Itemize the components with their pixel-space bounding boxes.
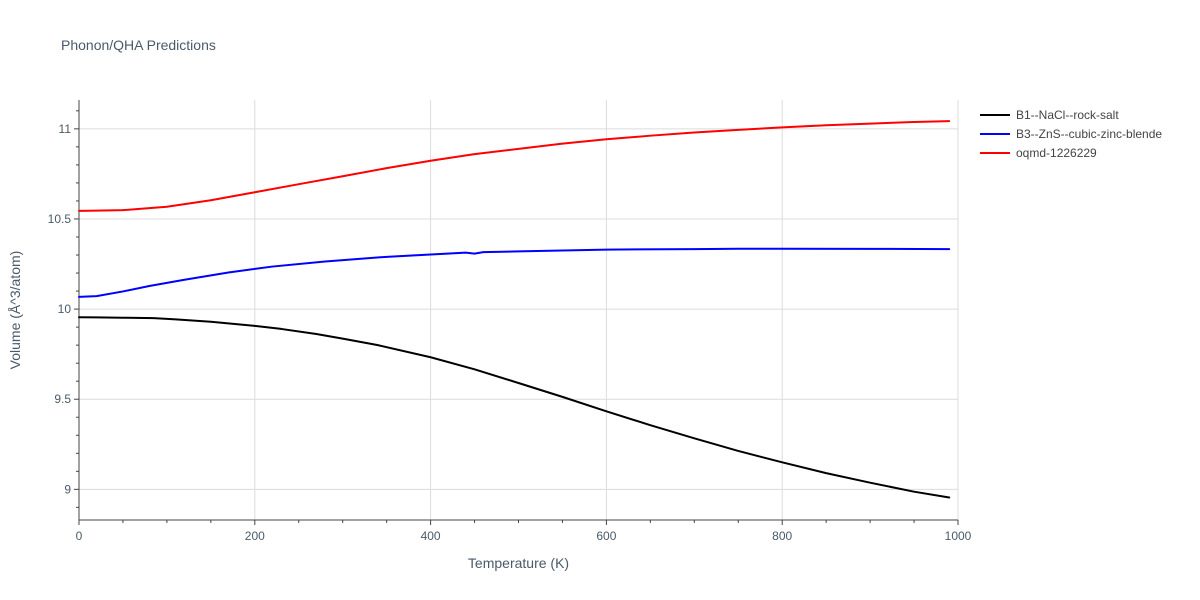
series-line-2[interactable] [78,247,951,298]
legend-item-label[interactable]: B1--NaCl--rock-salt [1016,108,1119,122]
chart-title: Phonon/QHA Predictions [61,37,216,53]
legend-item-label[interactable]: B3--ZnS--cubic-zinc-blende [1016,127,1162,141]
x-tick-label: 400 [421,529,441,543]
y-tick-label: 11 [59,122,72,136]
x-tick-label: 0 [76,529,83,543]
legend[interactable]: B1--NaCl--rock-salt B3--ZnS--cubic-zinc-b… [980,108,1162,160]
axis-layer: 0 200 400 600 800 1000 9 9.5 10 10.5 11 [48,100,972,543]
y-tick-label: 9 [64,482,71,496]
y-tick-label: 10.5 [48,212,72,226]
x-tick-label: 200 [245,529,265,543]
grid-layer [79,100,959,520]
x-tick-label: 1000 [945,529,972,543]
y-tick-label: 9.5 [54,392,71,406]
legend-item-label[interactable]: oqmd-1226229 [1016,146,1097,160]
x-tick-label: 800 [772,529,792,543]
series-layer [78,120,951,499]
series-line-1[interactable] [78,316,951,499]
y-tick-label: 10 [58,302,72,316]
x-tick-label: 600 [596,529,616,543]
y-axis-title: Volume (Å^3/atom) [7,251,23,370]
series-line-3[interactable] [78,120,951,212]
x-axis-title: Temperature (K) [468,555,569,571]
